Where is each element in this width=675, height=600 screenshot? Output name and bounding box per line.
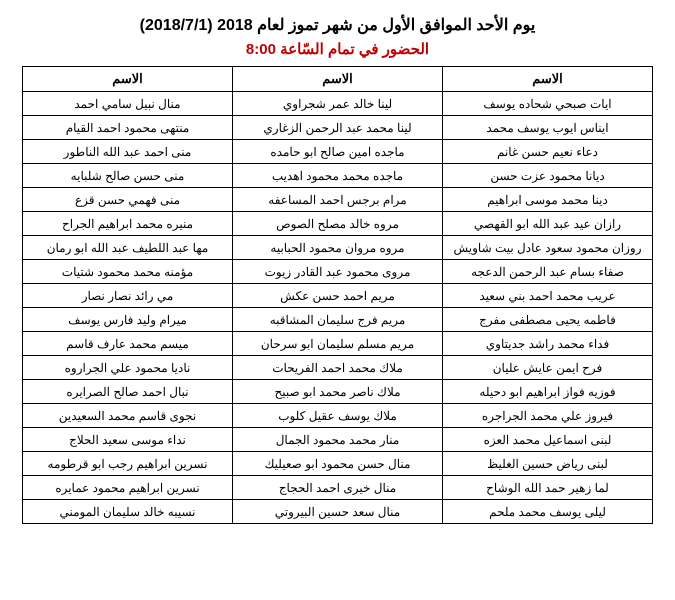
name-cell: ملاك محمد احمد الفريحات [233,356,443,380]
name-cell: نداء موسى سعيد الحلاج [23,428,233,452]
table-row: فاطمه يحيى مصطفى مفرجمريم فرج سليمان الم… [23,308,653,332]
table-row: فداء محمد راشد جديتاويمريم مسلم سليمان ا… [23,332,653,356]
name-cell: لينا محمد عبد الرحمن الزغاري [233,116,443,140]
name-cell: منى فهمي حسن قزع [23,188,233,212]
name-cell: لبنى اسماعيل محمد العزه [443,428,653,452]
name-cell: ملاك يوسف عقيل كلوب [233,404,443,428]
name-cell: صفاء بسام عبد الرحمن الدعجه [443,260,653,284]
name-cell: لبنى رياض حسين الغليظ [443,452,653,476]
table-row: لبنى رياض حسين الغليظمنال حسن محمود ابو … [23,452,653,476]
name-cell: فرح ايمن عايش عليان [443,356,653,380]
name-cell: ايات صبحي شحاده يوسف [443,92,653,116]
name-cell: عريب محمد احمد بني سعيد [443,284,653,308]
table-row: لبنى اسماعيل محمد العزهمنار محمد محمود ا… [23,428,653,452]
name-cell: نسرين ابراهيم رجب ابو قرطومه [23,452,233,476]
name-cell: مروى محمود عبد القادر زيوت [233,260,443,284]
name-cell: منال نبيل سامي احمد [23,92,233,116]
name-cell: منتهى محمود احمد القيام [23,116,233,140]
name-cell: ناديا محمود علي الجراروه [23,356,233,380]
table-row: دعاء نعيم حسن غانمماجده امين صالح ابو حا… [23,140,653,164]
column-header-1: الاسم [443,67,653,92]
name-cell: مروه مروان محمود الحبابيه [233,236,443,260]
name-cell: فاطمه يحيى مصطفى مفرج [443,308,653,332]
column-header-3: الاسم [23,67,233,92]
name-cell: منار محمد محمود الجمال [233,428,443,452]
table-row: عريب محمد احمد بني سعيدمريم احمد حسن عكش… [23,284,653,308]
column-header-2: الاسم [233,67,443,92]
name-cell: مريم فرج سليمان المشاقبه [233,308,443,332]
name-cell: فداء محمد راشد جديتاوي [443,332,653,356]
name-cell: منى حسن صالح شلبايه [23,164,233,188]
name-cell: فيروز علي محمد الجراجره [443,404,653,428]
name-cell: مريم مسلم سليمان ابو سرحان [233,332,443,356]
table-row: صفاء بسام عبد الرحمن الدعجهمروى محمود عب… [23,260,653,284]
name-cell: نسيبه خالد سليمان المومني [23,500,233,524]
name-cell: نجوى قاسم محمد السعيدين [23,404,233,428]
table-row: لما زهير حمد الله الوشاحمنال خيرى احمد ا… [23,476,653,500]
name-cell: ملاك ناصر محمد ابو صبيح [233,380,443,404]
table-row: رازان عيد عبد الله ابو القهصيمروه خالد م… [23,212,653,236]
name-cell: منال سعد حسين البيروتي [233,500,443,524]
name-cell: ميرام وليد فارس يوسف [23,308,233,332]
name-cell: مؤمنه محمد محمود شتيات [23,260,233,284]
name-cell: ماجده محمد محمود اهديب [233,164,443,188]
name-cell: منال خيرى احمد الحجاج [233,476,443,500]
name-cell: مها عبد اللطيف عبد الله ابو رمان [23,236,233,260]
name-cell: منيره محمد ابراهيم الجراح [23,212,233,236]
names-table: الاسم الاسم الاسم ايات صبحي شحاده يوسفلي… [22,66,653,524]
page-subtitle: الحضور في تمام السّاعة 8:00 [22,40,653,58]
name-cell: مي رائد نصار نصار [23,284,233,308]
table-row: فوزيه فواز ابراهيم ابو دحيلهملاك ناصر مح… [23,380,653,404]
name-cell: روزان محمود سعود عادل بيت شاويش [443,236,653,260]
name-cell: ديانا محمود عزت حسن [443,164,653,188]
name-cell: ايناس ايوب يوسف محمد [443,116,653,140]
table-row: ديانا محمود عزت حسنماجده محمد محمود اهدي… [23,164,653,188]
table-row: روزان محمود سعود عادل بيت شاويشمروه مروا… [23,236,653,260]
name-cell: منال حسن محمود ابو صعيليك [233,452,443,476]
name-cell: فوزيه فواز ابراهيم ابو دحيله [443,380,653,404]
name-cell: ماجده امين صالح ابو حامده [233,140,443,164]
name-cell: ليلى يوسف محمد ملحم [443,500,653,524]
name-cell: لما زهير حمد الله الوشاح [443,476,653,500]
table-row: ليلى يوسف محمد ملحممنال سعد حسين البيروت… [23,500,653,524]
name-cell: مرام برجس احمد المساعفه [233,188,443,212]
name-cell: رازان عيد عبد الله ابو القهصي [443,212,653,236]
name-cell: مريم احمد حسن عكش [233,284,443,308]
table-row: ايناس ايوب يوسف محمدلينا محمد عبد الرحمن… [23,116,653,140]
table-row: دينا محمد موسى ابراهيممرام برجس احمد الم… [23,188,653,212]
table-header-row: الاسم الاسم الاسم [23,67,653,92]
name-cell: نبال احمد صالح الصرايره [23,380,233,404]
name-cell: مروه خالد مصلح الصوص [233,212,443,236]
page-title: يوم الأحد الموافق الأول من شهر تموز لعام… [22,14,653,38]
name-cell: ميسم محمد عارف قاسم [23,332,233,356]
name-cell: دعاء نعيم حسن غانم [443,140,653,164]
name-cell: دينا محمد موسى ابراهيم [443,188,653,212]
name-cell: لينا خالد عمر شجراوي [233,92,443,116]
table-row: ايات صبحي شحاده يوسفلينا خالد عمر شجراوي… [23,92,653,116]
name-cell: نسرين ابراهيم محمود عمايره [23,476,233,500]
table-row: فيروز علي محمد الجراجرهملاك يوسف عقيل كل… [23,404,653,428]
name-cell: منى احمد عبد الله الناطور [23,140,233,164]
table-row: فرح ايمن عايش عليانملاك محمد احمد الفريح… [23,356,653,380]
